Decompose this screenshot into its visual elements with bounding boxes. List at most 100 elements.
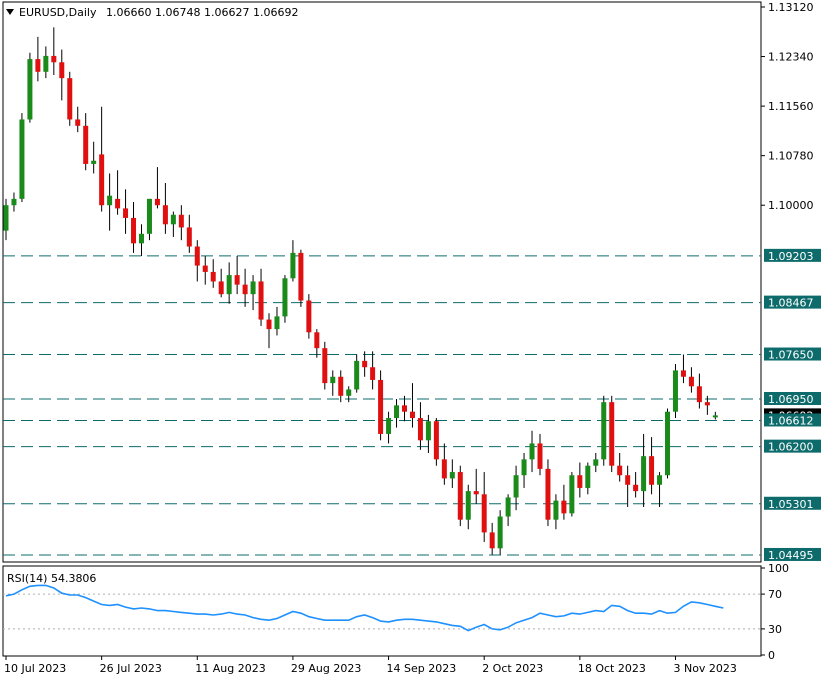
candle: [3, 198, 9, 241]
candle-body: [186, 227, 192, 247]
price-tick-label: 1.13120: [768, 1, 814, 14]
candle: [194, 240, 200, 282]
candle: [19, 113, 25, 203]
candle: [601, 395, 607, 466]
candle: [338, 370, 344, 403]
candle: [59, 49, 65, 101]
candle: [11, 192, 17, 212]
candle-body: [545, 468, 551, 520]
candle-body: [441, 459, 447, 479]
candle-body: [449, 472, 455, 479]
candle: [672, 364, 678, 419]
candle-body: [146, 198, 152, 234]
candle-body: [394, 405, 400, 419]
candle-body: [330, 376, 336, 384]
candle-body: [282, 278, 288, 317]
candle: [649, 437, 655, 495]
candle-body: [641, 456, 647, 492]
level-label-box: [764, 391, 821, 405]
price-pane: [2, 1, 762, 563]
candle-body: [290, 252, 296, 279]
candle: [402, 395, 407, 422]
candle-body: [497, 516, 503, 549]
candle-body: [609, 402, 615, 466]
rsi-label: RSI(14) 54.3806: [7, 572, 96, 585]
candle: [665, 408, 671, 479]
candle: [75, 106, 81, 133]
candle-body: [513, 475, 519, 498]
candle: [146, 198, 152, 241]
price-tick-label: 1.11560: [768, 100, 814, 113]
time-tick-label: 26 Jul 2023: [100, 662, 162, 675]
candle-body: [585, 465, 591, 488]
candle-body: [617, 465, 623, 476]
candle: [577, 462, 583, 498]
candle: [290, 240, 296, 282]
candle: [409, 383, 415, 428]
candle: [138, 224, 144, 257]
candle-body: [402, 405, 407, 412]
candle-body: [242, 284, 248, 295]
candle: [250, 275, 256, 311]
level-label-box: [764, 547, 821, 561]
candle-body: [409, 411, 415, 419]
candle: [641, 433, 647, 507]
candle: [330, 370, 336, 396]
price-tick-label: 1.10780: [768, 150, 814, 163]
level-label: 1.09203: [768, 250, 814, 263]
candle-body: [577, 475, 583, 488]
candle: [226, 262, 232, 304]
dropdown-triangle-icon[interactable]: [6, 9, 14, 15]
candle: [521, 452, 527, 488]
candle: [457, 465, 463, 527]
candle-body: [35, 59, 41, 72]
candle-body: [473, 491, 479, 495]
candle-body: [234, 275, 240, 285]
level-label-box: [764, 496, 821, 510]
level-label-box: [764, 295, 821, 309]
level-label: 1.08467: [768, 297, 814, 310]
candle: [99, 106, 105, 212]
candle-body: [138, 233, 144, 244]
level-label: 1.06612: [768, 414, 814, 427]
candle-body: [354, 360, 360, 390]
candle-body: [266, 319, 272, 330]
candle: [202, 256, 208, 285]
candle-body: [649, 456, 655, 485]
candle-body: [210, 271, 216, 282]
candle-body: [465, 491, 471, 520]
price-axis: 1.13120 1.12340 1.11560 1.10780 1.10000: [761, 1, 814, 212]
time-tick-label: 18 Oct 2023: [578, 662, 646, 675]
candle: [696, 373, 702, 409]
candle: [67, 71, 73, 126]
candle: [35, 36, 41, 82]
candle: [585, 462, 591, 495]
candle-body: [425, 421, 431, 441]
candle: [553, 494, 559, 530]
candle-body: [162, 205, 168, 225]
candle: [489, 522, 495, 555]
level-label: 1.07650: [768, 349, 814, 362]
candle-body: [505, 497, 511, 517]
candle: [178, 205, 184, 241]
candle-body: [59, 62, 65, 79]
candle: [441, 443, 447, 485]
symbol-label: EURUSD,Daily: [19, 6, 97, 19]
candle-body: [306, 300, 312, 333]
candle: [569, 472, 575, 517]
time-tick-label: 11 Aug 2023: [195, 662, 265, 675]
candle-body: [83, 125, 89, 164]
candle: [529, 430, 535, 473]
time-tick-label: 3 Nov 2023: [673, 662, 736, 675]
candle-body: [178, 214, 184, 228]
candle: [593, 452, 599, 473]
candle: [609, 395, 615, 473]
candle-body: [433, 421, 439, 460]
candle-body: [3, 205, 9, 231]
candle-body: [51, 55, 57, 63]
candle: [449, 459, 455, 488]
candle-body: [226, 275, 232, 295]
candle: [274, 306, 280, 336]
candle-body: [665, 411, 671, 476]
